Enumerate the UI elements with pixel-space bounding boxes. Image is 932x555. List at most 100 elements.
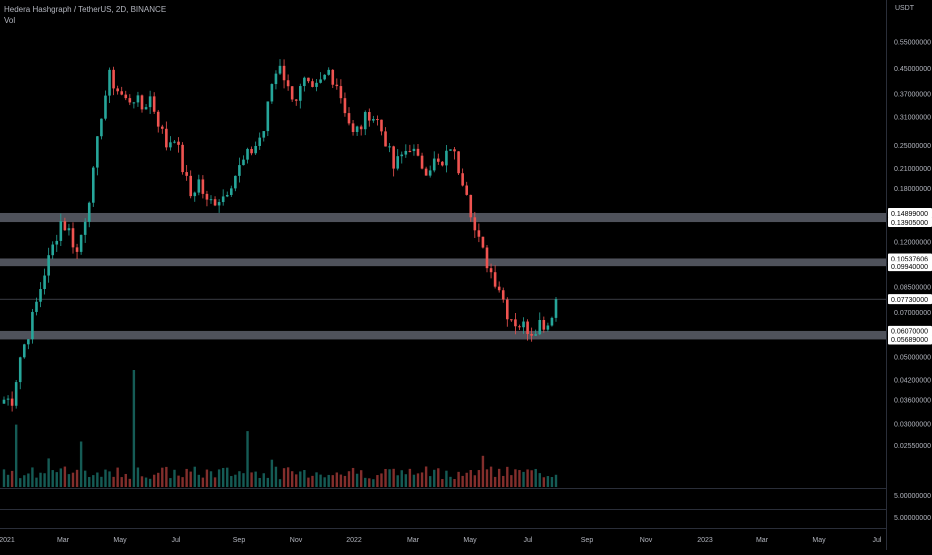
volume-bar[interactable] xyxy=(343,475,347,487)
candle-body[interactable] xyxy=(181,144,184,173)
volume-bar[interactable] xyxy=(165,466,168,487)
volume-bar[interactable] xyxy=(144,477,148,487)
volume-bar[interactable] xyxy=(554,474,558,487)
candle-body[interactable] xyxy=(453,149,456,152)
candle-body[interactable] xyxy=(469,194,473,218)
volume-bar[interactable] xyxy=(67,474,71,487)
volume-bar[interactable] xyxy=(83,470,87,487)
volume-bar[interactable] xyxy=(120,477,123,487)
volume-bar[interactable] xyxy=(92,475,95,487)
candle-body[interactable] xyxy=(424,168,428,176)
volume-bar[interactable] xyxy=(364,477,367,487)
candle-body[interactable] xyxy=(323,74,326,80)
volume-bar[interactable] xyxy=(303,470,306,487)
volume-bar[interactable] xyxy=(351,467,355,487)
candle-body[interactable] xyxy=(108,69,111,96)
volume-bar[interactable] xyxy=(518,470,521,487)
volume-bar[interactable] xyxy=(437,468,440,487)
candle-body[interactable] xyxy=(290,86,294,100)
candle-body[interactable] xyxy=(234,175,237,189)
candle-body[interactable] xyxy=(501,290,505,300)
volume-bar[interactable] xyxy=(384,468,387,487)
candle-body[interactable] xyxy=(169,142,172,148)
candle-body[interactable] xyxy=(493,272,497,287)
price-tag[interactable] xyxy=(888,294,932,305)
volume-bar[interactable] xyxy=(262,473,265,487)
candle-body[interactable] xyxy=(526,321,529,335)
volume-bar[interactable] xyxy=(242,473,245,487)
candle-body[interactable] xyxy=(132,102,136,104)
candle-body[interactable] xyxy=(319,79,322,83)
volume-bar[interactable] xyxy=(226,467,229,487)
candle-body[interactable] xyxy=(250,148,253,154)
volume-bar[interactable] xyxy=(132,370,136,487)
candle-body[interactable] xyxy=(229,188,233,195)
candle-body[interactable] xyxy=(63,221,67,231)
candle-body[interactable] xyxy=(376,119,379,121)
candle-body[interactable] xyxy=(554,299,558,318)
candle-body[interactable] xyxy=(522,321,525,328)
candle-body[interactable] xyxy=(298,86,302,101)
price-tag[interactable] xyxy=(888,325,932,336)
price-tag[interactable] xyxy=(888,207,932,218)
volume-bar[interactable] xyxy=(19,478,22,487)
volume-bar[interactable] xyxy=(124,473,127,487)
volume-bar[interactable] xyxy=(477,470,481,487)
candle-body[interactable] xyxy=(156,111,160,127)
candle-body[interactable] xyxy=(75,247,79,252)
volume-bar[interactable] xyxy=(441,479,444,487)
volume-bar[interactable] xyxy=(323,477,326,487)
volume-bar[interactable] xyxy=(181,477,184,487)
volume-bar[interactable] xyxy=(485,469,489,487)
volume-bar[interactable] xyxy=(315,472,318,487)
volume-bar[interactable] xyxy=(311,475,314,487)
volume-bar[interactable] xyxy=(140,476,144,487)
candle-body[interactable] xyxy=(201,179,205,194)
volume-bar[interactable] xyxy=(327,474,330,487)
candle-body[interactable] xyxy=(307,77,310,82)
volume-bar[interactable] xyxy=(104,469,107,487)
candle-body[interactable] xyxy=(270,84,274,102)
volume-bar[interactable] xyxy=(453,479,456,487)
candle-body[interactable] xyxy=(392,146,395,169)
candle-body[interactable] xyxy=(39,289,42,302)
candle-body[interactable] xyxy=(534,334,538,336)
candle-body[interactable] xyxy=(518,326,521,328)
candle-body[interactable] xyxy=(396,156,400,169)
candle-body[interactable] xyxy=(83,221,87,235)
candle-body[interactable] xyxy=(266,101,270,132)
candle-body[interactable] xyxy=(461,173,464,186)
volume-bar[interactable] xyxy=(445,470,448,487)
volume-bar[interactable] xyxy=(47,458,50,487)
candle-body[interactable] xyxy=(124,94,128,99)
candle-body[interactable] xyxy=(481,236,485,248)
candle-body[interactable] xyxy=(400,154,404,157)
volume-bar[interactable] xyxy=(250,472,253,487)
volume-bar[interactable] xyxy=(75,469,79,487)
candle-body[interactable] xyxy=(420,155,424,169)
volume-bar[interactable] xyxy=(238,471,241,487)
candle-body[interactable] xyxy=(303,77,306,87)
volume-bar[interactable] xyxy=(71,472,75,487)
volume-bar[interactable] xyxy=(489,466,493,487)
volume-bar[interactable] xyxy=(510,475,513,487)
volume-bar[interactable] xyxy=(31,467,34,487)
volume-bar[interactable] xyxy=(424,466,428,487)
candle-body[interactable] xyxy=(193,192,197,197)
candle-body[interactable] xyxy=(51,244,55,256)
volume-bar[interactable] xyxy=(169,478,172,487)
volume-bar[interactable] xyxy=(213,477,217,487)
volume-bar[interactable] xyxy=(205,469,209,487)
volume-bar[interactable] xyxy=(400,470,403,487)
candle-body[interactable] xyxy=(510,319,513,321)
sr-zone[interactable] xyxy=(0,330,886,340)
volume-bar[interactable] xyxy=(376,475,379,487)
volume-bar[interactable] xyxy=(100,476,103,487)
volume-bar[interactable] xyxy=(51,470,54,487)
candle-body[interactable] xyxy=(388,146,391,148)
candle-body[interactable] xyxy=(79,234,83,252)
volume-bar[interactable] xyxy=(408,468,412,487)
volume-bar[interactable] xyxy=(319,474,322,487)
volume-bar[interactable] xyxy=(449,476,452,487)
